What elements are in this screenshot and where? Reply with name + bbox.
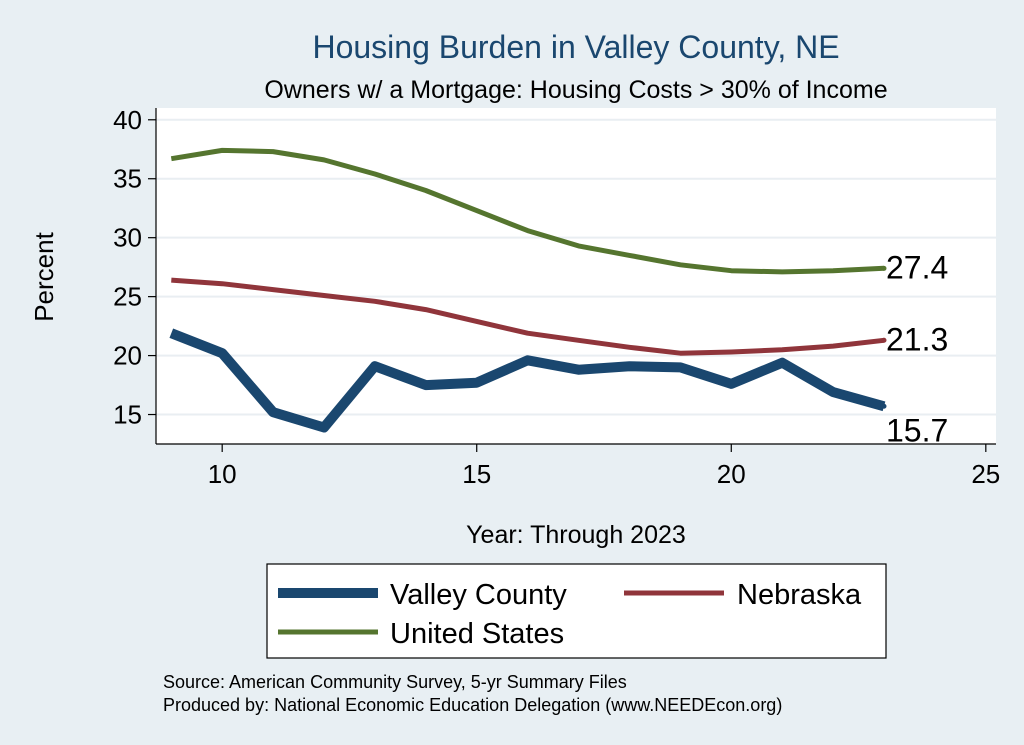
chart-subtitle: Owners w/ a Mortgage: Housing Costs > 30…: [264, 76, 887, 104]
x-tick-label-20: 20: [717, 459, 746, 489]
end-label-valley-county: 15.7: [886, 412, 948, 448]
grid: [156, 118, 996, 416]
y-tick-label-20: 20: [113, 341, 142, 371]
x-tick-label-25: 25: [971, 459, 1000, 489]
end-label-nebraska: 21.3: [886, 321, 948, 357]
end-point-united-states: [881, 265, 887, 271]
source-note: Source: American Community Survey, 5-yr …: [163, 672, 627, 692]
series-line-valley-county: [169, 328, 886, 433]
series: [169, 147, 887, 433]
chart-title: Housing Burden in Valley County, NE: [312, 29, 839, 65]
end-point-nebraska: [881, 337, 887, 343]
legend-box: [266, 563, 887, 659]
legend-label-united-states: United States: [390, 618, 564, 650]
ticks: 15 20 25 30 35 40 10 15 20 25: [113, 105, 1000, 489]
y-tick-label-25: 25: [113, 282, 142, 312]
y-axis-title: Percent: [29, 231, 59, 321]
produced-by-note: Produced by: National Economic Education…: [163, 695, 782, 715]
end-point-valley-county: [881, 403, 887, 409]
legend-label-valley-county: Valley County: [390, 579, 567, 611]
end-labels: 27.4 21.3 15.7: [886, 249, 948, 448]
y-tick-label-15: 15: [113, 400, 142, 430]
y-tick-label-40: 40: [113, 105, 142, 135]
y-tick-label-30: 30: [113, 223, 142, 253]
end-label-united-states: 27.4: [886, 249, 948, 285]
plot-area: [156, 108, 996, 444]
x-axis-title: Year: Through 2023: [466, 521, 686, 549]
axes: [155, 108, 996, 445]
x-tick-label-10: 10: [208, 459, 237, 489]
y-tick-label-35: 35: [113, 164, 142, 194]
series-line-nebraska: [171, 277, 885, 356]
series-line-united-states: [170, 147, 885, 275]
legend-label-nebraska: Nebraska: [737, 579, 862, 611]
x-tick-label-15: 15: [462, 459, 491, 489]
legend: Valley County Nebraska United States: [266, 563, 887, 659]
